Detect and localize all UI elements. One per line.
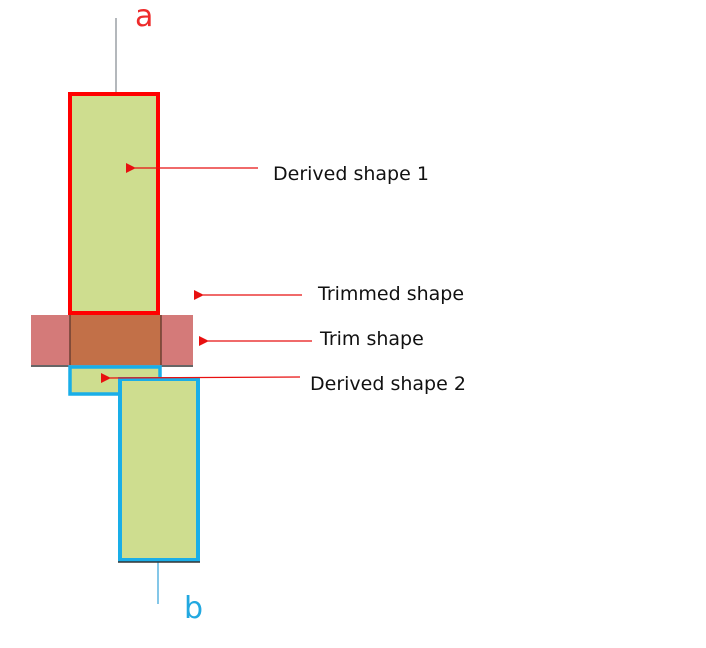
label-derived-shape-1: Derived shape 1 xyxy=(273,163,429,185)
arrow-derived-shape-2 xyxy=(100,373,301,384)
trim-shape-overlap xyxy=(70,315,161,365)
derived-shape-2-block xyxy=(118,377,200,562)
label-trim-shape: Trim shape xyxy=(319,328,424,350)
endpoint-label-a: a xyxy=(135,0,153,34)
label-trimmed-shape: Trimmed shape xyxy=(317,283,464,305)
derived-shape-1 xyxy=(68,92,160,315)
label-derived-shape-2: Derived shape 2 xyxy=(310,373,466,395)
endpoint-label-b: b xyxy=(184,591,203,626)
